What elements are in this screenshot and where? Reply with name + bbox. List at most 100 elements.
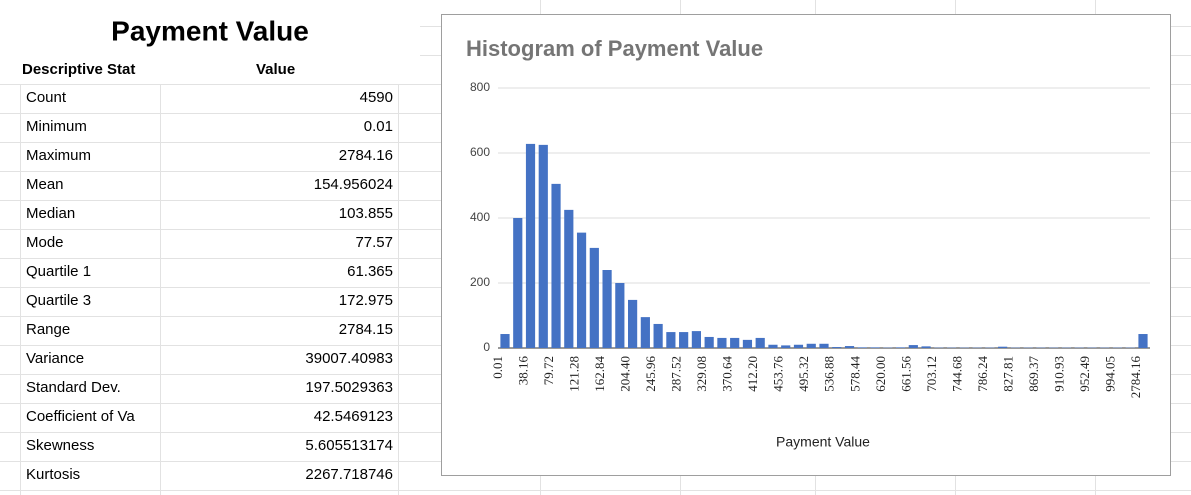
x-tick-label: 869.37 [1026,356,1041,392]
x-tick-label: 536.88 [822,356,837,392]
x-tick-label: 412.20 [745,356,760,392]
x-tick-label: 245.96 [643,356,658,392]
x-tick-label: 453.76 [771,356,786,392]
bar [793,344,804,348]
bar [844,346,855,348]
chart-frame[interactable] [441,14,1171,476]
bar [564,209,574,348]
bar [908,345,918,348]
bar [742,339,753,348]
chart-title: Histogram of Payment Value [466,36,763,61]
stat-value: 103.855 [339,205,393,222]
x-tick-label: 827.81 [1000,356,1015,392]
stat-value: 39007.40983 [305,350,393,367]
bar [538,144,548,348]
bar [679,332,689,348]
stat-label: Quartile 1 [26,263,91,280]
x-tick-label: 703.12 [924,356,939,392]
bar [755,337,765,348]
stat-label: Standard Dev. [26,379,121,396]
bar [602,270,612,348]
x-axis-label: Payment Value [776,434,870,450]
bar [640,317,650,348]
bar [730,337,740,348]
bar [576,232,587,348]
header: Descriptive Stat [22,61,135,78]
stat-value: 4590 [360,89,393,106]
x-tick-label: 786.24 [975,356,990,392]
x-tick-label: 329.08 [694,356,709,392]
stat-value: 77.57 [355,234,393,251]
x-tick-label: 79.72 [541,356,556,385]
x-tick-label: 994.05 [1102,356,1117,392]
bar [1138,334,1148,348]
y-tick-label: 600 [470,145,490,159]
stat-label: Mode [26,234,64,251]
x-tick-label: 744.68 [949,356,964,392]
stat-label: Variance [26,350,84,367]
y-tick-label: 200 [470,275,490,289]
bar [628,299,638,348]
bar [768,344,778,348]
x-tick-label: 162.84 [592,356,607,392]
bar [870,347,880,348]
stat-label: Median [26,205,75,222]
stat-label: Range [26,321,70,338]
bar [551,183,561,348]
stat-value: 172.975 [339,292,393,309]
title-cell [0,0,420,84]
x-tick-label: 578.44 [847,356,862,392]
x-tick-label: 0.01 [490,356,505,379]
stat-value: 5.605513174 [305,437,393,454]
stat-value: 2267.718746 [305,466,393,483]
bar [615,283,625,348]
stat-value: 61.365 [347,263,393,280]
y-tick-label: 800 [470,80,490,94]
bar [704,336,714,348]
stat-label: Maximum [26,147,91,164]
stat-value: 2784.15 [339,321,393,338]
stat-label: Quartile 3 [26,292,91,309]
bar [691,331,701,348]
bar [921,346,931,348]
header: Value [256,61,295,78]
bar [525,143,536,348]
bar [653,323,663,348]
y-tick-label: 400 [470,210,490,224]
bar [895,347,906,348]
stat-value: 42.5469123 [314,408,393,425]
x-tick-label: 952.49 [1077,356,1092,392]
stat-label: Kurtosis [26,466,80,483]
bar [781,345,791,348]
y-tick-label: 0 [483,340,490,354]
bar [806,343,816,348]
x-tick-label: 370.64 [720,356,735,392]
stat-label: Skewness [26,437,94,454]
stat-label: Minimum [26,118,87,135]
bar [513,218,523,348]
stat-value: 2784.16 [339,147,393,164]
x-tick-label: 910.93 [1051,356,1066,392]
stat-value: 0.01 [364,118,393,135]
x-tick-label: 287.52 [669,356,684,392]
bar [819,343,829,348]
x-tick-label: 38.16 [516,356,531,386]
stat-value: 197.5029363 [305,379,393,396]
x-tick-label: 661.56 [898,356,913,392]
stat-label: Mean [26,176,64,193]
bar [998,346,1008,348]
bar [832,347,842,348]
table-title: Payment Value [111,15,309,46]
bar [717,337,727,348]
x-tick-label: 121.28 [567,356,582,392]
stat-label: Coefficient of Va [26,408,135,425]
stat-value: 154.956024 [314,176,393,193]
bar [666,332,676,348]
stat-label: Count [26,89,67,106]
bar [857,347,867,348]
x-tick-label: 2784.16 [1128,356,1143,399]
bar [589,247,599,348]
x-tick-label: 204.40 [618,356,633,392]
bar [500,334,510,348]
